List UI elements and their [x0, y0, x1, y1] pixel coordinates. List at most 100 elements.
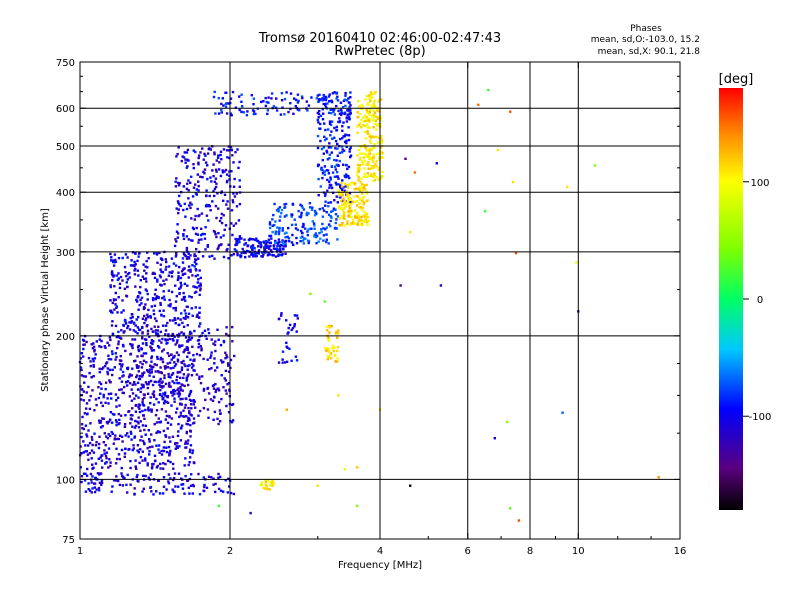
data-point	[308, 227, 312, 231]
data-point	[224, 379, 227, 382]
data-point	[178, 403, 182, 406]
data-point	[271, 253, 274, 257]
data-point	[376, 106, 379, 109]
data-point	[232, 492, 236, 496]
data-point	[123, 477, 126, 480]
data-point	[336, 332, 340, 335]
data-point	[172, 477, 176, 480]
data-point	[315, 97, 318, 100]
data-point	[209, 356, 212, 359]
data-point	[97, 489, 101, 492]
data-point	[177, 387, 180, 390]
data-point	[342, 121, 345, 124]
data-point	[153, 380, 156, 383]
data-point	[364, 153, 368, 156]
data-point	[165, 278, 168, 281]
data-point	[213, 343, 217, 347]
data-point	[173, 397, 176, 400]
data-point	[113, 366, 116, 369]
data-point	[79, 366, 83, 369]
data-point	[121, 370, 125, 374]
data-point	[328, 157, 331, 160]
data-point	[344, 94, 347, 97]
data-point	[147, 409, 151, 412]
data-point	[164, 367, 167, 370]
data-point	[214, 490, 217, 494]
data-point	[333, 158, 336, 162]
data-point	[333, 346, 336, 349]
data-point	[348, 101, 351, 104]
data-point	[145, 289, 148, 292]
data-point	[123, 319, 127, 322]
data-point	[232, 161, 235, 164]
data-point	[321, 215, 325, 218]
data-point	[106, 372, 110, 376]
data-point	[208, 255, 211, 258]
data-points	[78, 88, 660, 522]
data-point	[561, 411, 564, 414]
data-point	[113, 308, 116, 311]
data-point	[360, 192, 364, 196]
data-point	[203, 172, 206, 175]
data-point	[182, 234, 185, 237]
data-point	[149, 379, 153, 383]
data-point	[104, 381, 108, 384]
data-point	[220, 158, 223, 161]
data-point	[240, 93, 243, 96]
data-point	[98, 435, 101, 438]
data-point	[285, 408, 288, 411]
data-point	[91, 357, 94, 361]
data-point	[194, 192, 198, 195]
data-point	[117, 277, 120, 280]
data-point	[79, 445, 82, 448]
data-point	[197, 156, 200, 160]
data-point	[136, 444, 140, 447]
data-point	[141, 459, 144, 462]
data-point	[380, 137, 383, 140]
data-point	[89, 360, 92, 363]
data-point	[121, 343, 125, 347]
data-point	[152, 390, 156, 393]
data-point	[189, 484, 193, 487]
data-point	[338, 159, 341, 163]
data-point	[214, 112, 217, 115]
data-point	[205, 486, 209, 489]
data-point	[175, 251, 178, 255]
data-point	[117, 340, 120, 343]
data-point	[329, 219, 332, 223]
data-point	[104, 387, 107, 391]
data-point	[191, 264, 194, 267]
data-point	[182, 325, 186, 328]
data-point	[192, 403, 195, 406]
data-point	[213, 257, 216, 260]
data-point	[180, 366, 184, 369]
data-point	[164, 391, 167, 394]
data-point	[376, 117, 380, 120]
data-point	[160, 384, 163, 388]
data-point	[185, 446, 188, 449]
data-point	[85, 407, 88, 410]
data-point	[148, 374, 151, 377]
data-point	[377, 100, 380, 103]
data-point	[224, 479, 227, 482]
data-point	[349, 206, 352, 210]
data-point	[321, 97, 324, 100]
data-point	[128, 271, 131, 275]
data-point	[280, 92, 284, 95]
data-point	[366, 220, 369, 224]
data-point	[228, 174, 231, 178]
data-point	[322, 95, 326, 98]
data-point	[178, 182, 181, 185]
data-point	[165, 395, 169, 398]
data-point	[371, 147, 374, 150]
data-point	[178, 194, 181, 198]
data-point	[117, 437, 120, 441]
data-point	[365, 163, 368, 166]
data-point	[348, 176, 351, 180]
data-point	[178, 265, 181, 269]
data-point	[357, 100, 360, 103]
data-point	[186, 182, 189, 185]
data-point	[95, 488, 98, 491]
data-point	[186, 324, 189, 327]
data-point	[149, 396, 152, 399]
